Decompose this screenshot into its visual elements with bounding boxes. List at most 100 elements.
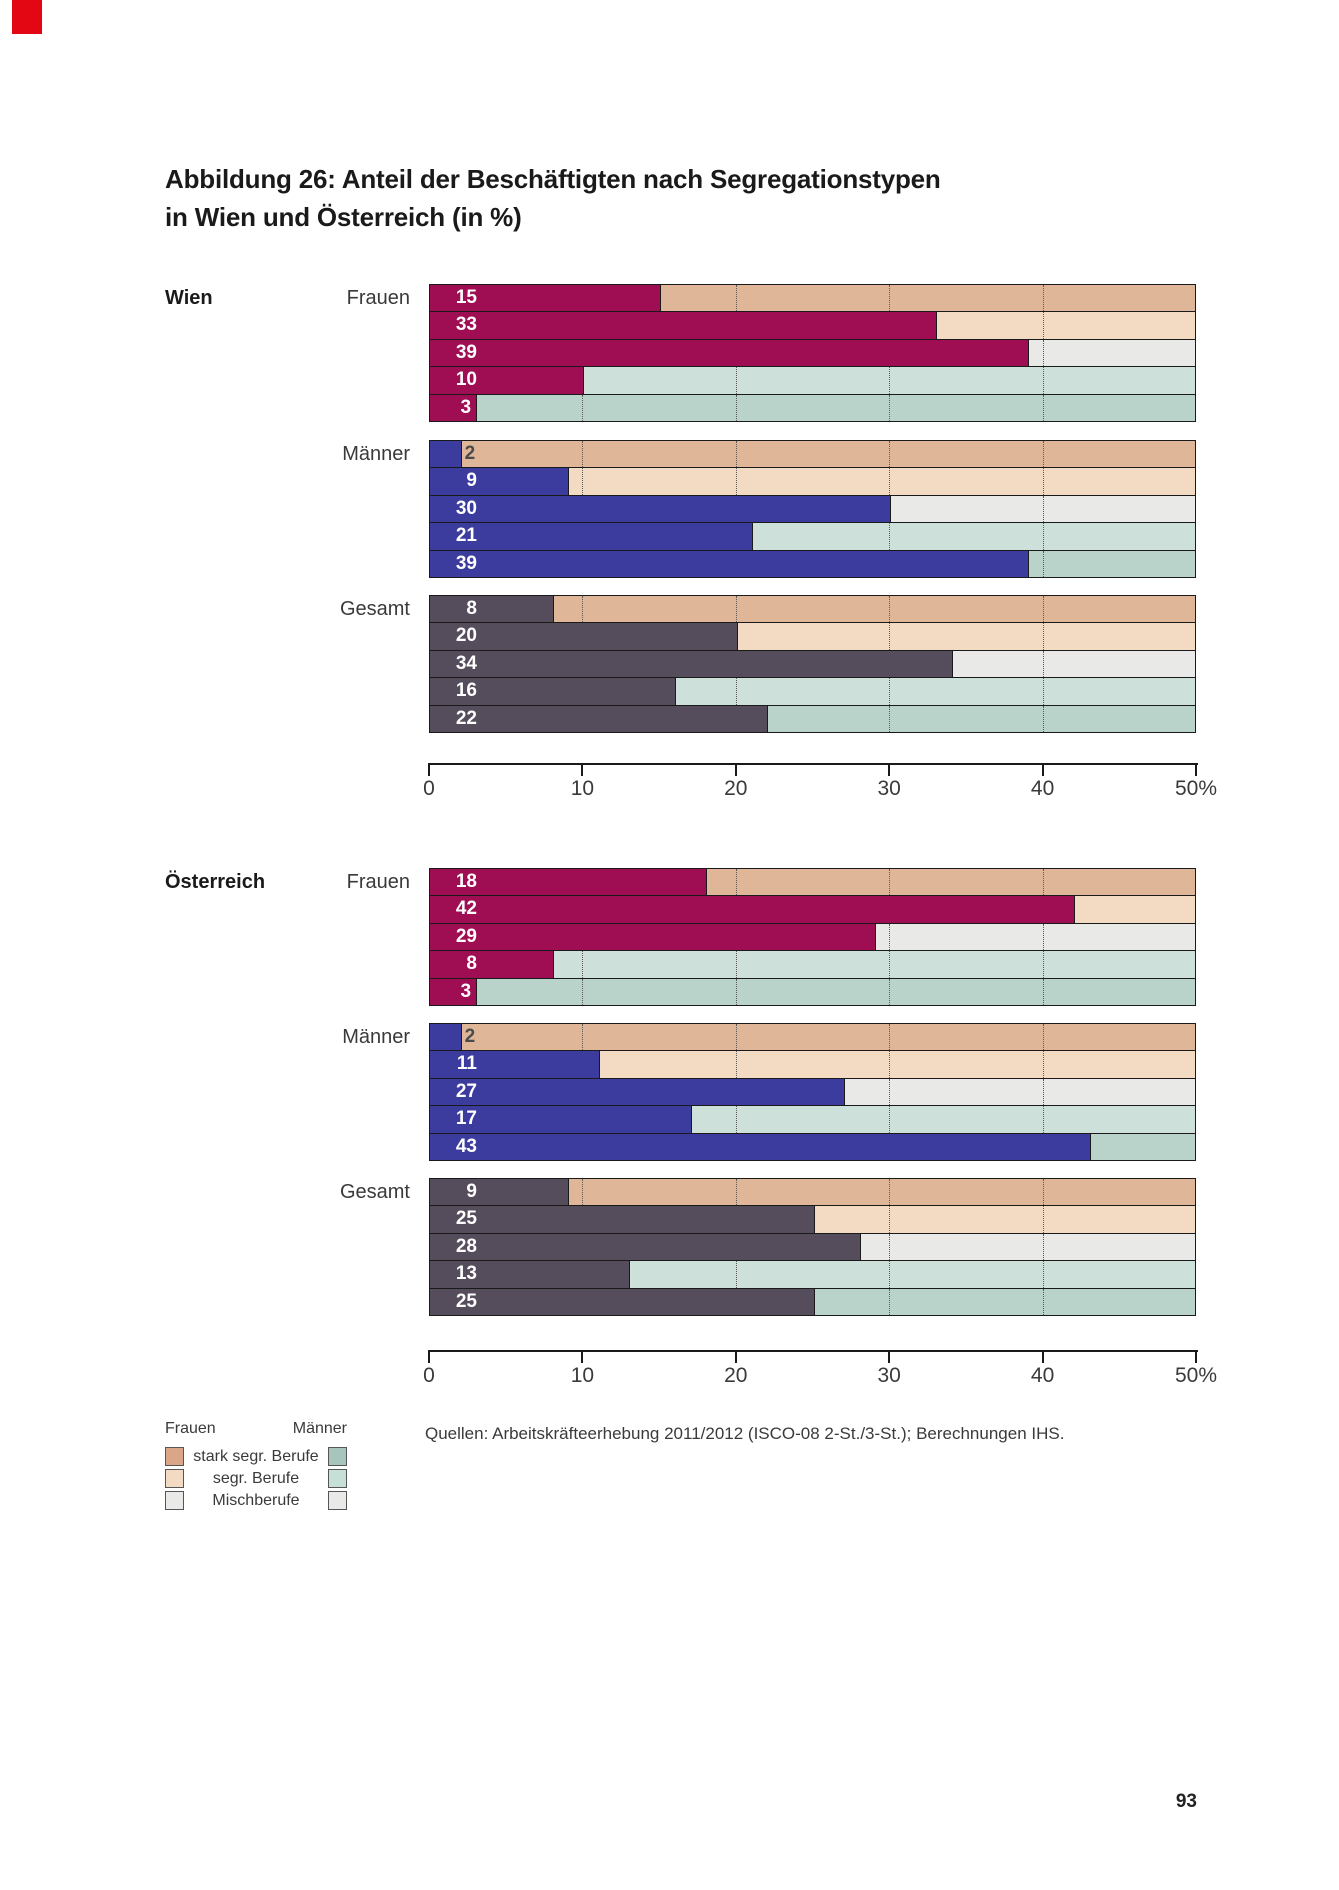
gridline (1042, 869, 1044, 896)
bar-value-label: 18 (455, 871, 477, 892)
gridline (1042, 1206, 1044, 1233)
bar-fill (429, 311, 938, 340)
bar-value-label: 3 (460, 396, 472, 418)
gridline (889, 1261, 891, 1288)
gridline (1042, 923, 1044, 951)
gridline (582, 441, 584, 468)
bar-fill (429, 895, 1076, 924)
legend-row: stark segr. Berufe (165, 1447, 347, 1466)
legend-headers: Frauen Männer (165, 1420, 347, 1444)
x-axis-tick (888, 763, 891, 776)
bar-row: 25 (429, 1205, 1196, 1234)
legend-swatch-frauen-segr (165, 1469, 184, 1488)
page-number: 93 (1175, 1791, 1197, 1812)
gridline (1042, 1024, 1044, 1051)
bar-row: 17 (429, 1105, 1196, 1134)
bar-row: 8 (429, 950, 1196, 979)
bar-fill (429, 977, 478, 1006)
group-label: Männer (342, 443, 410, 465)
bar-row: 27 (429, 1077, 1196, 1107)
gridline (1042, 951, 1044, 978)
x-axis-tick-label: 0 (423, 777, 435, 800)
bar-row: 30 (429, 494, 1196, 524)
legend-row: segr. Berufe (165, 1469, 347, 1488)
bar-row: 33 (429, 311, 1196, 340)
x-axis-tick (1041, 1350, 1044, 1363)
gridline (1042, 596, 1044, 623)
gridline (735, 678, 737, 705)
bar-row: 22 (429, 704, 1196, 733)
group-label: Männer (342, 1026, 410, 1048)
bar-value-label: 8 (466, 598, 477, 619)
gridline (889, 1078, 891, 1106)
gridline (1042, 441, 1044, 468)
gridline (889, 678, 891, 705)
bar-value-label: 9 (466, 1181, 477, 1202)
gridline (889, 1051, 891, 1078)
x-axis-tick (1195, 1350, 1197, 1363)
bar-value-label: 16 (455, 680, 477, 702)
bar-value-label: 42 (455, 898, 477, 920)
bar-fill (429, 950, 554, 979)
legend-label: segr. Berufe (212, 1470, 300, 1487)
gridline (735, 596, 737, 623)
gridline (735, 869, 737, 896)
bar-value-label: 2 (464, 1026, 476, 1047)
gridline (582, 596, 584, 623)
bar-fill (429, 1077, 846, 1107)
gridline (1042, 650, 1044, 678)
bar-fill (429, 494, 892, 524)
bar-row: 2 (429, 1023, 1196, 1052)
gridline (1042, 623, 1044, 650)
bar-row: 29 (429, 922, 1196, 952)
bar-value-label: 39 (455, 341, 477, 363)
figure-title-line1: Abbildung 26: Anteil der Beschäftigten n… (165, 164, 941, 194)
figure-title: Abbildung 26: Anteil der Beschäftigten n… (165, 160, 941, 236)
bar-value-label: 22 (455, 707, 477, 729)
bar-fill (429, 393, 478, 422)
gridline (1042, 1233, 1044, 1261)
bar-row: 10 (429, 366, 1196, 395)
bar-fill (429, 366, 585, 395)
gridline (1042, 678, 1044, 705)
gridline (735, 978, 737, 1005)
gridline (1042, 1179, 1044, 1206)
gridline (735, 468, 737, 495)
x-axis-tick (888, 1350, 891, 1363)
bar-row: 3 (429, 977, 1196, 1006)
bar-row: 18 (429, 868, 1196, 897)
x-axis-tick (1195, 763, 1197, 776)
bar-row: 42 (429, 895, 1196, 924)
gridline (1042, 705, 1044, 732)
gridline (889, 951, 891, 978)
x-axis-tick-label: 50% (1174, 1364, 1218, 1387)
group-label: Frauen (346, 287, 410, 309)
bar-row: 25 (429, 1287, 1196, 1316)
gridline (582, 978, 584, 1005)
legend-swatch-maenner-segr (328, 1469, 347, 1488)
figure-title-line2: in Wien und Österreich (in %) (165, 202, 522, 232)
gridline (889, 468, 891, 495)
gridline (889, 394, 891, 421)
gridline (1042, 1106, 1044, 1133)
bar-fill (429, 1205, 815, 1234)
gridline (735, 394, 737, 421)
gridline (735, 285, 737, 312)
bar-value-label: 29 (455, 925, 477, 947)
gridline (889, 623, 891, 650)
x-axis-tick-label: 0 (423, 1364, 435, 1387)
x-axis-tick-label: 20 (724, 1364, 748, 1387)
bar-row: 8 (429, 595, 1196, 624)
gridline (1042, 285, 1044, 312)
bar-fill (429, 440, 462, 469)
bar-value-label: 28 (455, 1235, 477, 1257)
gridline (889, 523, 891, 550)
gridline (1042, 550, 1044, 577)
group-label: Gesamt (339, 1181, 410, 1203)
bar-fill (429, 1232, 861, 1262)
x-axis-tick (581, 1350, 584, 1363)
gridline (889, 1024, 891, 1051)
bar-row: 2 (429, 440, 1196, 469)
chart-legend: Frauen Männer stark segr. Berufe segr. B… (165, 1420, 347, 1510)
gridline (889, 705, 891, 732)
